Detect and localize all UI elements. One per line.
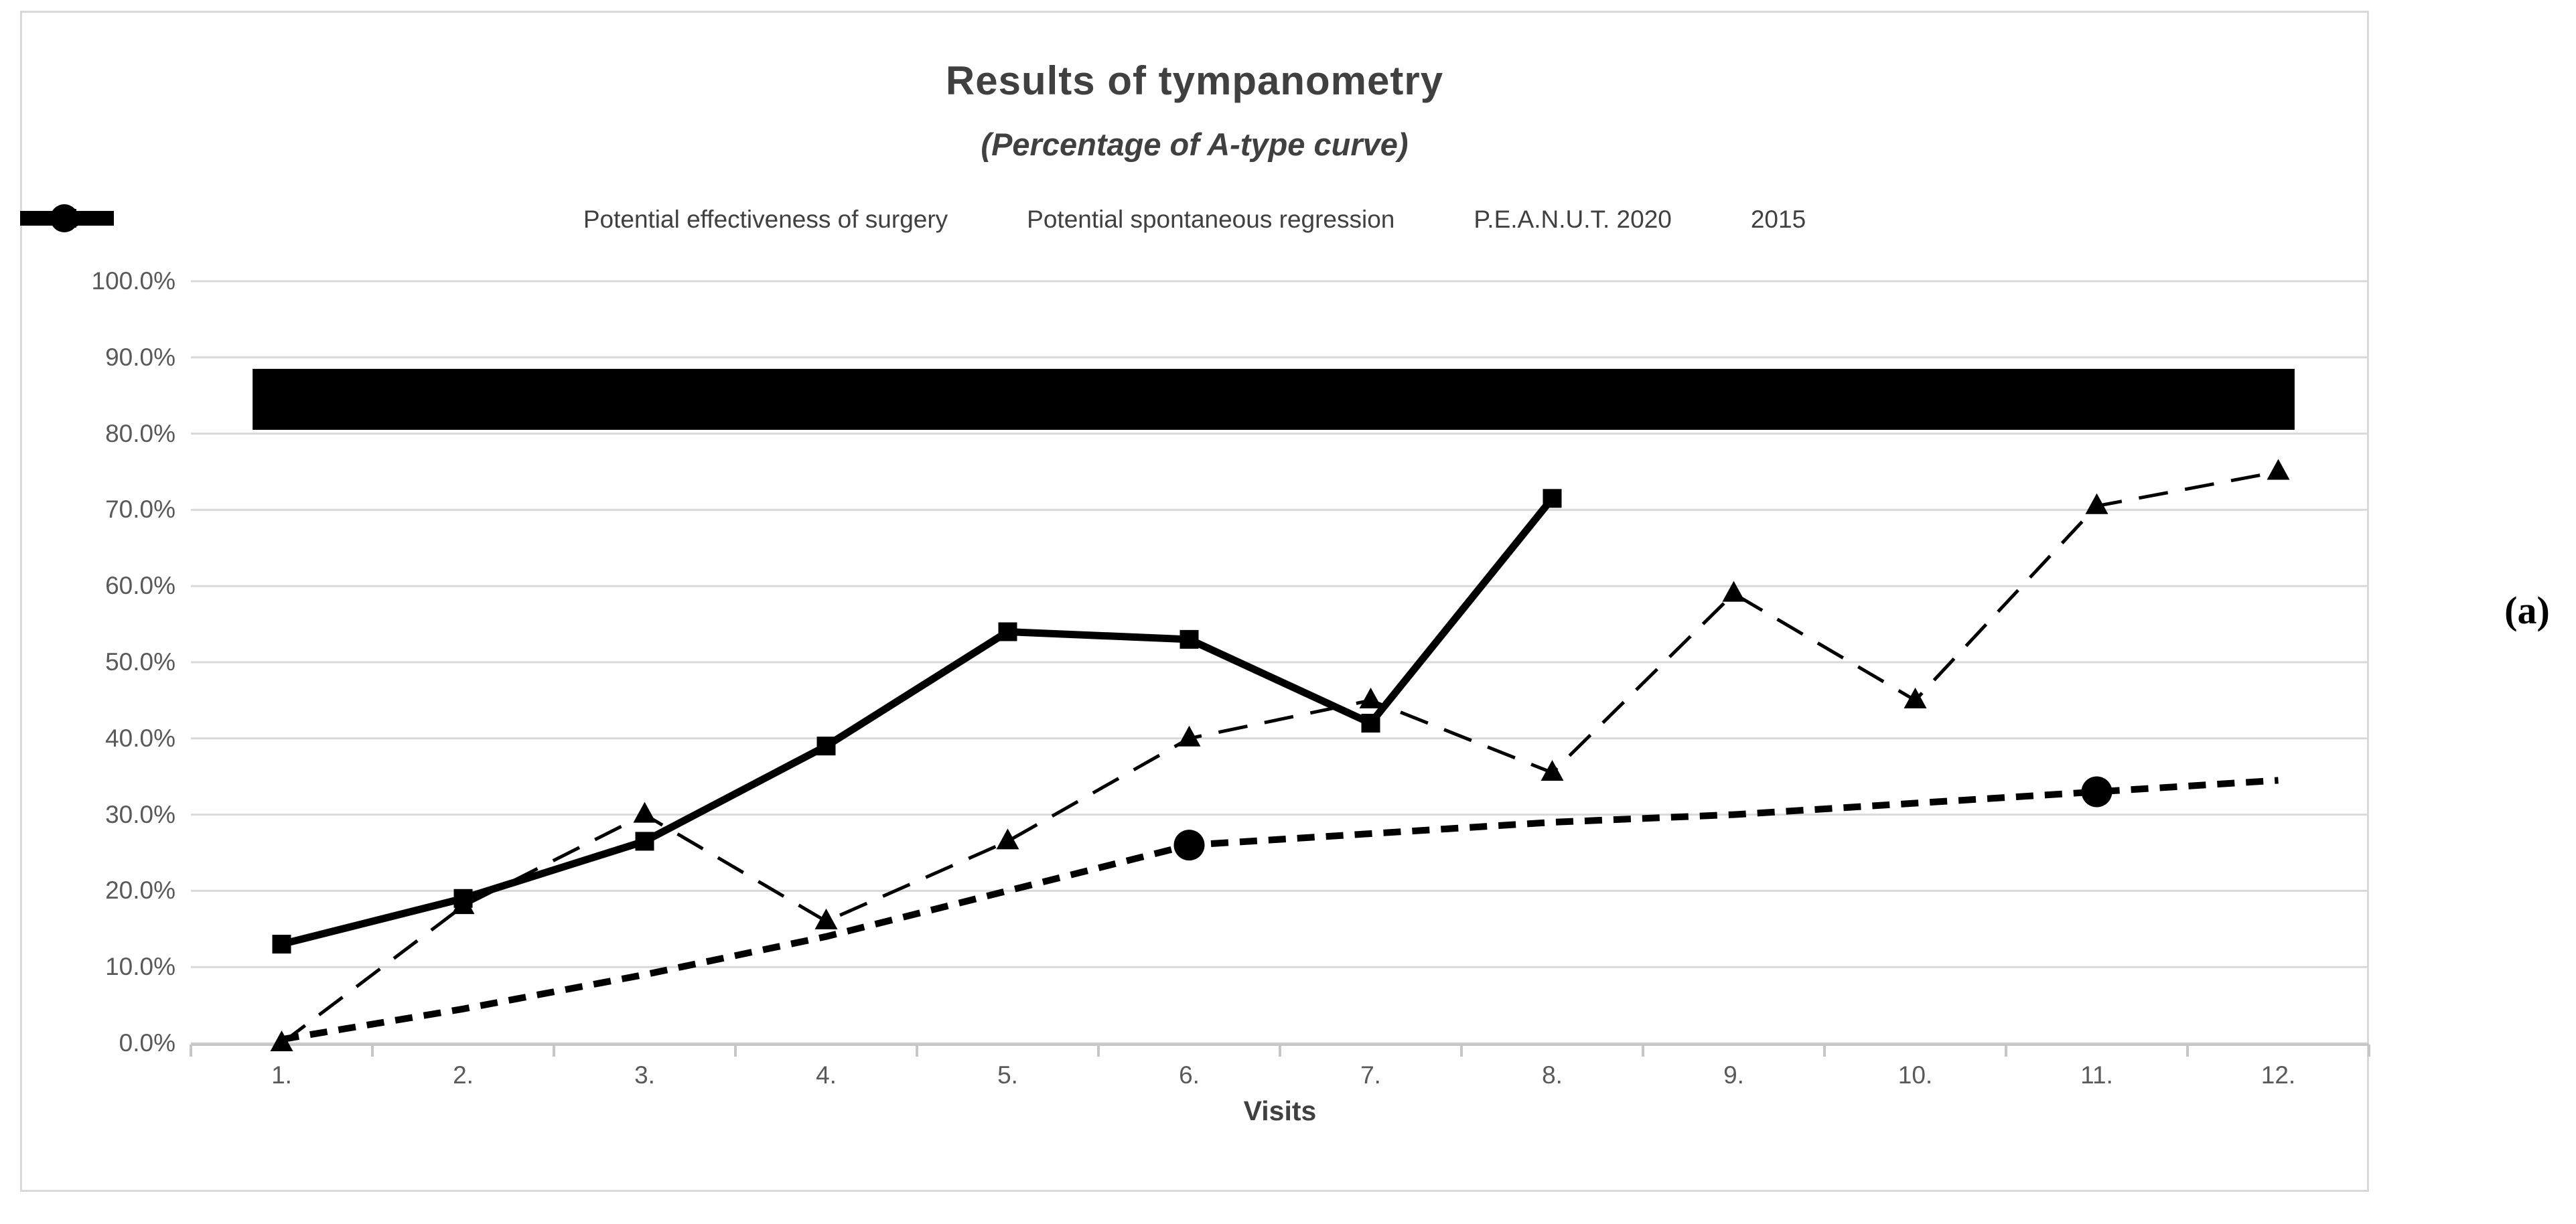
x-axis-tick-label: 8. <box>1542 1061 1563 1089</box>
triangle-marker <box>2267 459 2290 480</box>
x-axis-tick-label: 10. <box>1898 1061 1933 1089</box>
x-axis-tick-label: 2. <box>453 1061 474 1089</box>
y-axis-tick-label: 20.0% <box>105 876 175 905</box>
square-marker <box>998 622 1017 641</box>
triangle-marker <box>2085 493 2108 514</box>
y-axis-tick-label: 90.0% <box>105 343 175 371</box>
x-axis-tick-label: 9. <box>1723 1061 1744 1089</box>
triangle-marker <box>270 1030 293 1051</box>
legend-label: Potential spontaneous regression <box>1027 206 1395 233</box>
surgery-effectiveness-band <box>253 368 2295 430</box>
triangle-marker <box>1359 687 1382 708</box>
y-axis-tick-label: 10.0% <box>105 953 175 981</box>
circle-marker <box>1173 830 1205 861</box>
2015-line <box>280 470 2279 1045</box>
triangle-marker <box>814 908 838 929</box>
legend-label: Potential effectiveness of surgery <box>583 206 948 233</box>
legend-item-peanut-2020: P.E.A.N.U.T. 2020 <box>20 206 1672 234</box>
x-axis-tick-label: 3. <box>634 1061 655 1089</box>
x-axis-tick-label: 12. <box>2261 1061 2296 1089</box>
triangle-marker <box>1541 760 1564 781</box>
potential-spontaneous-regression-line <box>281 777 2279 1043</box>
square-marker <box>1179 629 1199 649</box>
y-axis-tick-label: 40.0% <box>105 724 175 752</box>
x-axis-tick-label: 11. <box>2080 1061 2113 1089</box>
triangle-marker <box>1177 725 1201 747</box>
x-axis-tick-label: 7. <box>1360 1061 1381 1089</box>
panel-annotation: (a) <box>2504 589 2550 632</box>
x-axis-tick-label: 1. <box>271 1061 292 1089</box>
square-marker <box>1361 714 1380 733</box>
triangle-marker <box>996 828 1019 850</box>
legend-label: 2015 <box>1750 206 1806 233</box>
y-axis-tick-label: 0.0% <box>119 1029 175 1057</box>
triangle-marker <box>1722 581 1745 602</box>
long-dash-triangle-line-swatch-icon <box>20 208 114 226</box>
square-marker <box>635 832 654 851</box>
circle-marker <box>2081 776 2113 808</box>
square-marker <box>1543 489 1562 508</box>
y-axis-tick-label: 60.0% <box>105 572 175 600</box>
x-axis-tick-label: 5. <box>997 1061 1018 1089</box>
y-axis-tick-label: 70.0% <box>105 495 175 524</box>
chart-title: Results of tympanometry <box>945 58 1444 103</box>
legend-item-spontaneous-regression: Potential spontaneous regression <box>20 204 1395 234</box>
legend-label: P.E.A.N.U.T. 2020 <box>1474 206 1672 233</box>
y-axis-tick-label: 30.0% <box>105 800 175 828</box>
legend-item-2015: 2015 <box>20 206 1806 234</box>
y-axis-tick-label: 50.0% <box>105 648 175 676</box>
legend: Potential effectiveness of surgery Poten… <box>20 200 2369 240</box>
x-axis-title: Visits <box>1243 1095 1317 1126</box>
triangle-marker <box>633 801 656 823</box>
x-axis-tick-label: 6. <box>1179 1061 1200 1089</box>
p-e-a-n-u-t-2020-line <box>281 495 1555 948</box>
legend-item-surgery: Potential effectiveness of surgery <box>20 206 948 234</box>
x-axis-tick-label: 4. <box>816 1061 837 1089</box>
square-marker <box>272 935 291 954</box>
chart-area <box>20 11 2369 1192</box>
y-axis-tick-label: 100.0% <box>91 267 176 295</box>
triangle-marker <box>451 893 475 915</box>
y-axis-tick-label: 80.0% <box>105 419 175 447</box>
triangle-marker <box>1904 687 1927 708</box>
square-marker <box>816 737 836 756</box>
chart-subtitle: (Percentage of A-type curve) <box>981 127 1409 162</box>
